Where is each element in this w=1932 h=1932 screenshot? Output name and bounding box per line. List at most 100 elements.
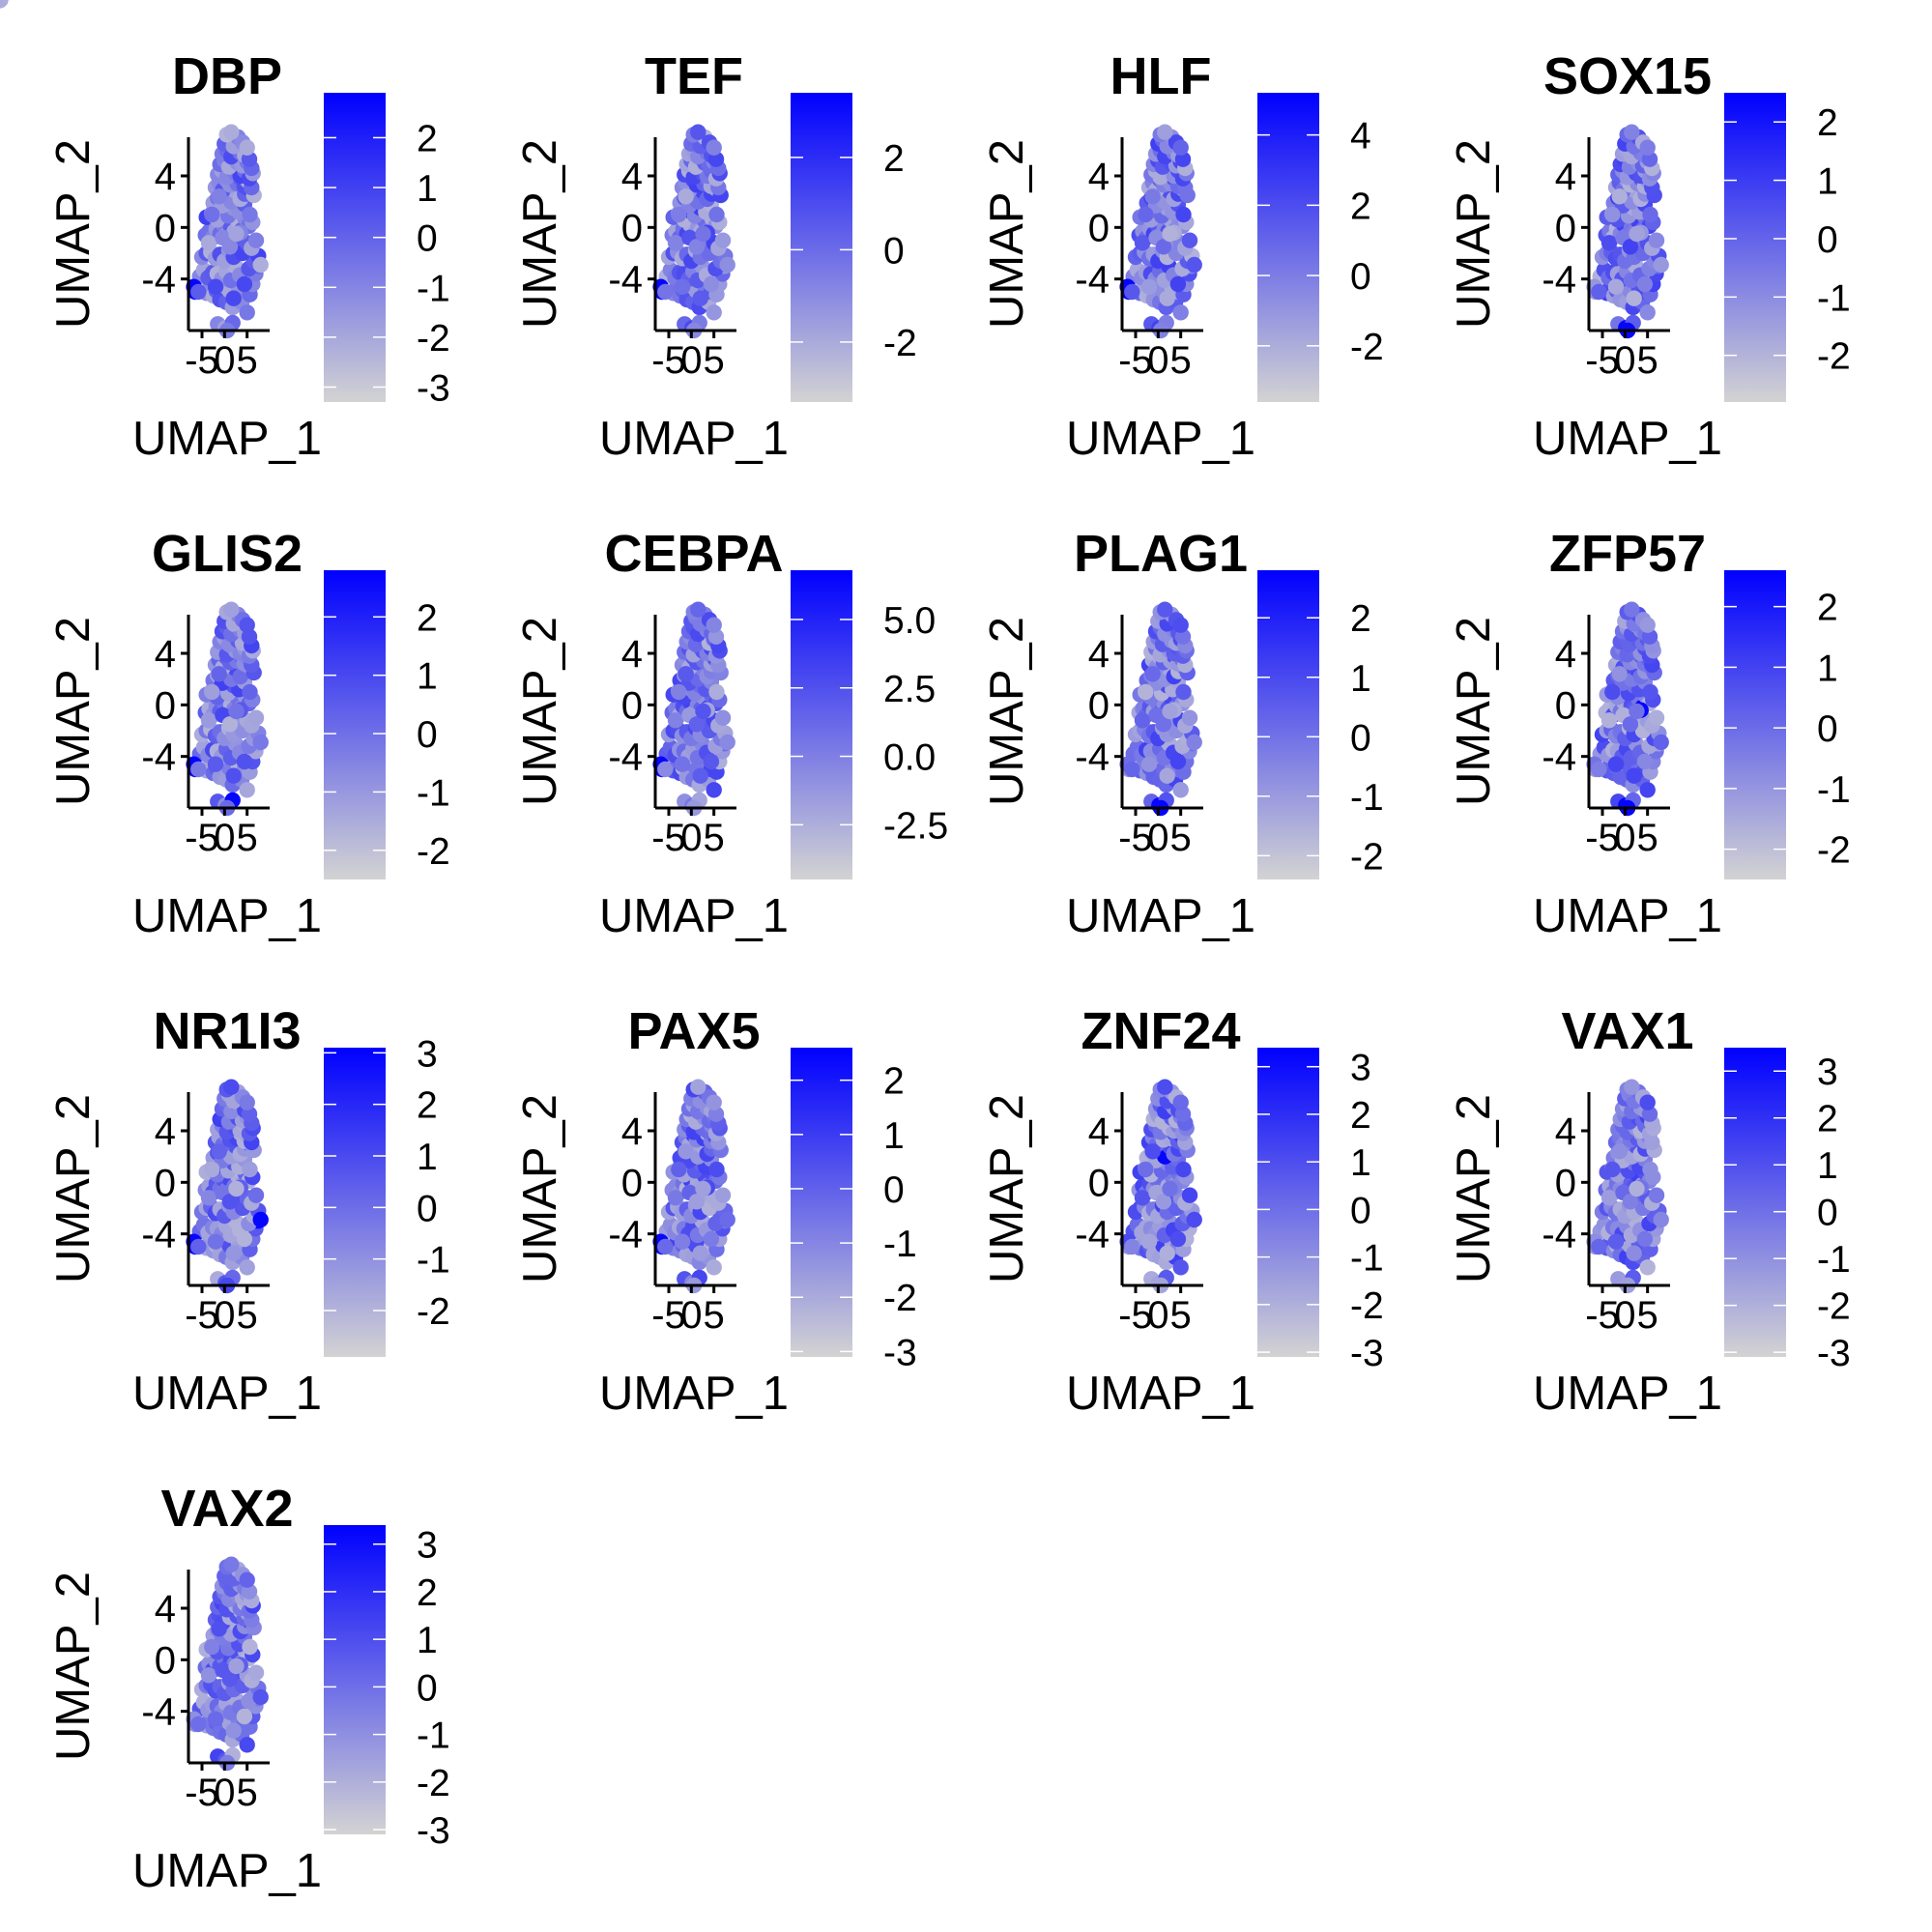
- cell-point: [1642, 683, 1658, 701]
- legend-label: 2: [1350, 1095, 1371, 1137]
- legend-label: -2: [1817, 1286, 1851, 1328]
- y-tick-label: -4: [1542, 736, 1576, 779]
- x-tick-label: 5: [704, 1294, 725, 1337]
- cell-point: [703, 275, 720, 293]
- cell-point: [706, 304, 722, 321]
- cell-point: [1140, 756, 1158, 772]
- cell-point: [225, 767, 242, 784]
- legend-label: -2: [417, 831, 450, 873]
- legend-label: -1: [417, 1716, 450, 1757]
- x-tick-label: -5: [1585, 1294, 1620, 1337]
- cell-point: [247, 1664, 265, 1681]
- y-tick-label: -4: [608, 736, 643, 779]
- x-tick-label: 0: [214, 1772, 235, 1814]
- cell-point: [692, 1245, 708, 1261]
- cell-point: [1624, 601, 1640, 618]
- legend-label: -1: [1817, 277, 1851, 319]
- x-tick-label: 5: [1170, 1294, 1192, 1337]
- legend-label: 3: [1817, 1052, 1838, 1093]
- y-axis-label: UMAP_2: [981, 1094, 1033, 1283]
- cell-point: [211, 1143, 227, 1160]
- cell-points: [0, 0, 1202, 339]
- y-tick-label: 4: [621, 1110, 643, 1153]
- legend-label: 1: [1817, 1145, 1838, 1187]
- legend-label: 1: [1817, 648, 1838, 689]
- cell-point: [1172, 139, 1189, 156]
- cell-point: [1144, 1143, 1161, 1160]
- cell-point: [667, 235, 684, 251]
- cell-point: [228, 1180, 245, 1197]
- y-tick-label: 4: [621, 156, 643, 198]
- x-tick-label: -5: [185, 339, 219, 382]
- legend-label: -1: [417, 772, 450, 814]
- cell-point: [1138, 1161, 1154, 1178]
- cell-point: [225, 290, 242, 306]
- cell-point: [1604, 1161, 1621, 1178]
- cell-point: [706, 1094, 722, 1110]
- cell-point: [228, 703, 245, 720]
- legend-label: -3: [883, 1332, 917, 1373]
- y-tick-label: 0: [1555, 1162, 1576, 1204]
- cell-point: [719, 734, 735, 751]
- cell-point: [190, 1716, 207, 1733]
- legend-label: 2: [883, 1061, 905, 1103]
- cell-point: [1169, 275, 1187, 293]
- cell-point: [1159, 1245, 1175, 1261]
- legend-label: -1: [417, 1240, 450, 1282]
- cell-point: [1157, 1079, 1173, 1095]
- cell-point: [252, 1211, 269, 1228]
- cell-point: [1639, 304, 1656, 321]
- cell-points: [0, 0, 735, 339]
- cell-point: [223, 1556, 240, 1572]
- legend-label: 2: [1817, 588, 1838, 629]
- cell-point: [239, 1737, 255, 1753]
- legend-label: 4: [1350, 116, 1371, 158]
- cell-point: [1172, 1094, 1189, 1110]
- legend-label: -2: [1817, 830, 1851, 872]
- cell-point: [1169, 753, 1187, 770]
- legend-label: 0: [417, 218, 438, 260]
- x-tick-label: 0: [680, 817, 702, 859]
- cell-point: [1607, 278, 1625, 295]
- legend-label: -2: [1817, 336, 1851, 378]
- panel-title: HLF: [1110, 47, 1212, 105]
- legend-colorbar: [791, 1048, 852, 1357]
- cell-point: [1639, 782, 1656, 798]
- cell-point: [1622, 1194, 1639, 1210]
- cell-point: [1639, 1259, 1656, 1276]
- x-tick-label: 0: [1147, 1294, 1168, 1337]
- cell-point: [1600, 235, 1618, 251]
- cell-point: [1144, 666, 1161, 682]
- x-tick-label: 5: [237, 1772, 258, 1814]
- cell-point: [207, 1233, 224, 1250]
- x-tick-label: -5: [1118, 817, 1153, 859]
- x-tick-label: -5: [651, 817, 686, 859]
- cell-point: [1181, 709, 1198, 726]
- legend-label: 0: [1350, 717, 1371, 759]
- y-tick-label: 0: [155, 1639, 176, 1682]
- x-axis-label: UMAP_1: [1533, 413, 1722, 465]
- legend-label: -3: [1350, 1333, 1384, 1374]
- legend-colorbar: [324, 93, 386, 402]
- y-tick-label: 0: [621, 207, 643, 249]
- cell-point: [1629, 225, 1645, 243]
- cell-point: [1611, 666, 1628, 682]
- cell-points: [0, 0, 269, 817]
- cell-point: [221, 1671, 239, 1687]
- x-tick-label: 5: [704, 339, 725, 382]
- legend-label: 2: [1350, 186, 1371, 227]
- cell-point: [1622, 716, 1639, 733]
- x-axis-label: UMAP_1: [132, 413, 322, 465]
- cell-point: [657, 761, 674, 778]
- legend-label: 1: [1350, 1142, 1371, 1184]
- cell-point: [1639, 139, 1656, 156]
- cell-point: [667, 1190, 684, 1206]
- legend-label: 2: [417, 118, 438, 159]
- y-axis-label: UMAP_2: [47, 1094, 100, 1283]
- cell-point: [1175, 683, 1192, 701]
- legend-label: 1: [417, 168, 438, 210]
- x-tick-label: -5: [1585, 817, 1620, 859]
- cell-point: [714, 232, 732, 248]
